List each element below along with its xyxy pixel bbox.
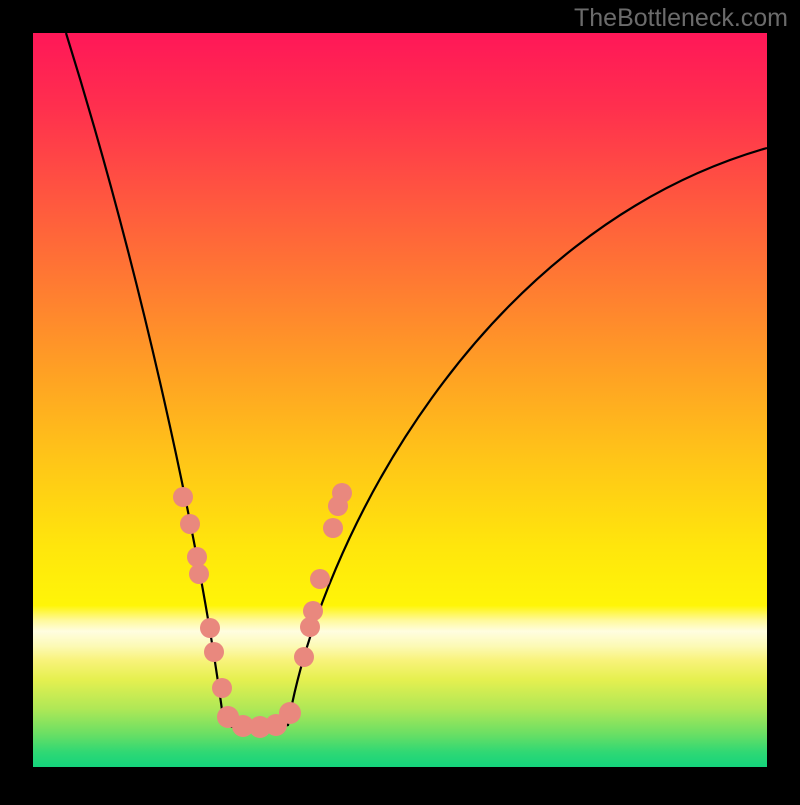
curve-marker xyxy=(204,642,224,662)
curve-marker xyxy=(310,569,330,589)
curve-marker xyxy=(303,601,323,621)
curve-marker xyxy=(294,647,314,667)
curve-marker xyxy=(180,514,200,534)
curve-marker xyxy=(187,547,207,567)
curve-marker xyxy=(332,483,352,503)
curve-marker xyxy=(279,702,301,724)
watermark-text: TheBottleneck.com xyxy=(574,4,788,33)
curve-marker xyxy=(323,518,343,538)
curve-marker xyxy=(212,678,232,698)
chart-frame: TheBottleneck.com xyxy=(0,0,800,800)
curve-marker xyxy=(189,564,209,584)
plot-area xyxy=(33,33,767,767)
curve-marker xyxy=(200,618,220,638)
bottleneck-chart xyxy=(0,0,800,800)
gradient-background xyxy=(33,33,767,767)
curve-marker xyxy=(173,487,193,507)
